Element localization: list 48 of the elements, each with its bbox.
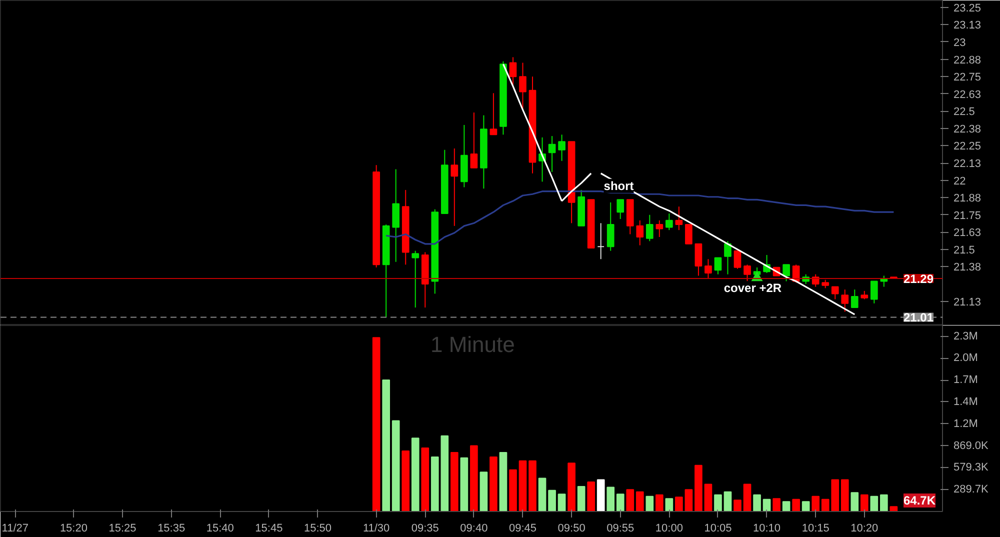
x-tick-label: 10:20 <box>850 522 878 534</box>
ref-line-label: 21.29 <box>904 272 934 286</box>
y-tick-label: 22 <box>954 175 966 188</box>
y-tick-label: 21.13 <box>954 296 982 308</box>
chart-title: 1 Minute <box>430 332 515 357</box>
text: 64.7K <box>904 494 936 508</box>
x-tick-label: 10:00 <box>655 522 683 534</box>
x-tick-label: 10:05 <box>704 522 732 534</box>
y-tick-label: 1.4M <box>954 396 978 408</box>
y-tick-label: 22.5 <box>954 106 975 118</box>
x-tick-label: 11/30 <box>362 522 390 534</box>
y-tick-label: 579.3K <box>954 462 990 474</box>
y-tick-label: 23.13 <box>954 20 982 32</box>
y-tick-label: 21.5 <box>954 244 975 256</box>
y-tick-label: 21.38 <box>954 262 982 274</box>
x-tick-label: 09:40 <box>460 522 488 534</box>
y-tick-label: 23.25 <box>954 2 982 14</box>
x-tick-label: 09:35 <box>411 522 439 534</box>
y-tick-label: 1.7M <box>954 374 978 386</box>
y-tick-label: 23 <box>954 36 966 49</box>
x-tick-label: 15:40 <box>206 522 234 534</box>
y-tick-label: 289.7K <box>954 484 990 496</box>
x-tick-label: 15:50 <box>304 522 332 534</box>
y-tick-label: 22.88 <box>954 54 982 66</box>
y-tick-label: 21.63 <box>954 227 982 240</box>
annotation: cover +2R <box>724 281 782 296</box>
x-tick-label: 10:15 <box>802 522 830 534</box>
y-tick-label: 22.38 <box>954 123 982 136</box>
x-tick-label: 15:35 <box>158 522 186 534</box>
y-tick-label: 22.25 <box>954 140 982 153</box>
x-tick-label: 09:45 <box>508 522 537 534</box>
x-tick-label: 09:50 <box>558 522 586 534</box>
x-tick-label: 15:45 <box>255 522 283 534</box>
x-tick-label: 10:10 <box>753 522 781 534</box>
x-tick-label: 15:20 <box>60 522 88 534</box>
y-tick-label: 22.63 <box>954 88 982 101</box>
y-tick-label: 22.13 <box>954 158 982 170</box>
y-tick-label: 22.75 <box>954 72 982 84</box>
y-tick-label: 869.0K <box>954 440 990 452</box>
ref-line-label: 21.01 <box>904 310 934 325</box>
y-tick-label: 2.3M <box>954 330 978 342</box>
y-tick-label: 21.75 <box>954 210 982 222</box>
y-tick-label: 2.0M <box>954 352 978 364</box>
y-tick-label: 21.88 <box>954 192 982 205</box>
x-tick-label: 15:25 <box>108 522 136 534</box>
x-tick-label: 09:55 <box>606 522 634 534</box>
y-tick-label: 1.2M <box>954 418 978 430</box>
x-tick-label: 11/27 <box>2 522 29 534</box>
